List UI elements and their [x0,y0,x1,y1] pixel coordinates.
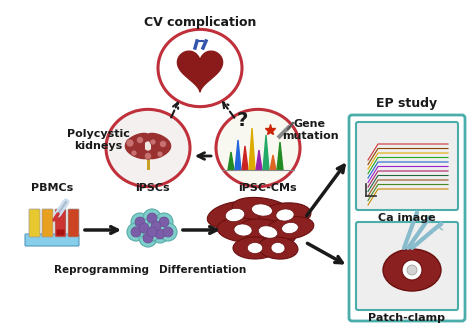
Ellipse shape [233,237,277,259]
Text: PBMCs: PBMCs [31,183,73,193]
Ellipse shape [240,219,295,245]
Ellipse shape [258,226,278,238]
Polygon shape [242,146,248,170]
Ellipse shape [276,209,294,221]
Text: ?: ? [237,111,248,129]
Ellipse shape [259,203,311,227]
Text: Gene
mutation: Gene mutation [282,119,338,141]
Ellipse shape [282,222,298,234]
Polygon shape [235,140,241,170]
Text: Polycystic
kidneys: Polycystic kidneys [66,129,129,151]
Ellipse shape [225,208,245,222]
Polygon shape [270,155,276,170]
Ellipse shape [158,29,242,107]
Circle shape [159,217,169,227]
Circle shape [143,209,161,227]
Polygon shape [177,51,223,92]
Polygon shape [146,142,150,150]
Ellipse shape [234,224,252,236]
Circle shape [126,139,134,147]
Polygon shape [228,152,234,170]
Polygon shape [146,133,171,159]
Circle shape [151,225,169,243]
Text: Reprogramming: Reprogramming [55,265,149,275]
Circle shape [147,227,157,237]
Polygon shape [256,150,262,170]
Circle shape [155,213,173,231]
Circle shape [135,219,153,237]
Circle shape [155,229,165,239]
Circle shape [139,223,149,233]
Circle shape [131,227,141,237]
Circle shape [143,223,161,241]
Circle shape [127,223,145,241]
Circle shape [159,140,166,148]
Polygon shape [126,133,151,159]
Text: Ca image: Ca image [378,213,436,223]
Ellipse shape [266,217,314,239]
Text: iPSCs: iPSCs [135,183,169,193]
FancyBboxPatch shape [29,209,40,237]
Circle shape [147,213,157,223]
Ellipse shape [271,243,285,254]
Ellipse shape [217,218,269,242]
Text: iPSC-CMs: iPSC-CMs [237,183,296,193]
Polygon shape [263,135,269,170]
FancyBboxPatch shape [56,229,64,236]
Text: Differentiation: Differentiation [159,265,246,275]
Circle shape [407,265,417,275]
Circle shape [135,217,145,227]
Ellipse shape [383,249,441,291]
Circle shape [137,136,144,143]
Ellipse shape [258,237,298,259]
Circle shape [163,227,173,237]
Circle shape [147,217,165,235]
Ellipse shape [232,198,292,222]
Circle shape [139,229,157,247]
Text: CV complication: CV complication [144,16,256,29]
Polygon shape [277,142,283,170]
Circle shape [131,213,149,231]
Circle shape [157,151,163,157]
Circle shape [402,260,422,280]
FancyBboxPatch shape [349,115,465,321]
Circle shape [151,221,161,231]
FancyBboxPatch shape [356,122,458,210]
Ellipse shape [106,109,190,186]
Polygon shape [146,142,150,150]
FancyBboxPatch shape [68,209,79,237]
Text: EP study: EP study [376,97,438,110]
FancyBboxPatch shape [55,209,66,237]
FancyBboxPatch shape [42,209,53,237]
Polygon shape [249,128,255,170]
Ellipse shape [216,109,300,186]
Circle shape [150,139,156,145]
Ellipse shape [247,243,263,253]
Ellipse shape [207,201,263,229]
Circle shape [131,150,137,156]
Ellipse shape [252,204,273,216]
Text: Patch-clamp: Patch-clamp [368,313,446,323]
FancyBboxPatch shape [25,234,79,246]
Circle shape [159,223,177,241]
FancyBboxPatch shape [356,222,458,310]
Circle shape [145,153,152,160]
Circle shape [143,233,153,243]
